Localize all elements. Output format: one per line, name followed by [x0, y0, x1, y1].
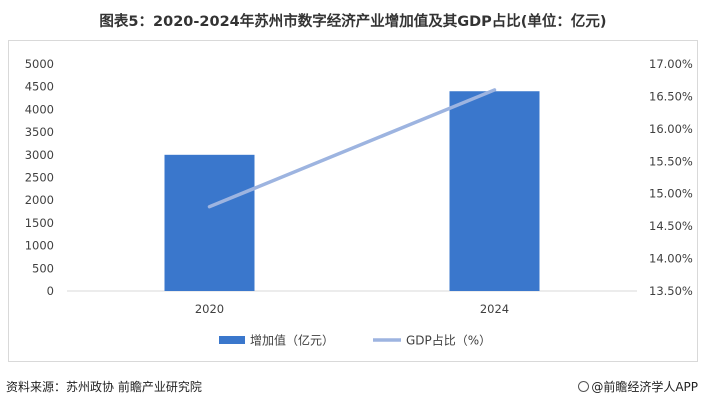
y-right-tick-label: 14.00%	[649, 252, 693, 266]
y-left-tick-label: 1500	[25, 216, 54, 230]
legend: 增加值（亿元） GDP占比（%）	[219, 333, 491, 348]
line-path	[207, 88, 497, 209]
line-series	[207, 88, 497, 209]
y-left-tick-label: 3000	[25, 148, 54, 162]
bar	[164, 154, 255, 291]
y-right-tick-label: 17.00%	[649, 57, 693, 71]
y-left-tick-label: 4500	[25, 80, 54, 94]
y-left-tick-label: 500	[32, 261, 54, 275]
chart-title: 图表5：2020-2024年苏州市数字经济产业增加值及其GDP占比(单位：亿元)	[99, 14, 607, 30]
source-note: 资料来源：苏州政协 前瞻产业研究院	[6, 380, 202, 394]
x-tick-label: 2024	[480, 302, 509, 316]
y-left-tick-label: 4000	[25, 102, 54, 116]
y-axis-left: 0 500 1000 1500 2000 2500 3000 3500 4000 4500 5000	[25, 57, 54, 298]
brand-credit: @前瞻经济学人APP	[578, 378, 698, 395]
y-left-tick-label: 2500	[25, 171, 54, 185]
y-left-tick-label: 5000	[25, 57, 54, 71]
legend-bar-swatch	[219, 336, 245, 344]
y-right-tick-label: 13.50%	[649, 284, 693, 298]
y-right-tick-label: 16.50%	[649, 89, 693, 103]
brand-text: @前瞻经济学人APP	[591, 380, 698, 394]
x-axis: 2020 2024	[195, 302, 509, 316]
y-left-tick-label: 3500	[25, 125, 54, 139]
y-right-tick-label: 15.50%	[649, 154, 693, 168]
y-left-tick-label: 1000	[25, 239, 54, 253]
x-tick-label: 2020	[195, 302, 224, 316]
y-right-tick-label: 15.00%	[649, 187, 693, 201]
y-right-tick-label: 16.00%	[649, 122, 693, 136]
y-left-tick-label: 2000	[25, 193, 54, 207]
chart-frame	[8, 40, 698, 362]
bar-series	[164, 91, 540, 292]
legend-line-label: GDP占比（%）	[406, 333, 491, 348]
y-axis-right: 13.50% 14.00% 14.50% 15.00% 15.50% 16.00% 16.5…	[649, 57, 693, 298]
legend-bar-label: 增加值（亿元）	[250, 333, 334, 348]
y-left-tick-label: 0	[47, 284, 54, 298]
y-right-tick-label: 14.50%	[649, 219, 693, 233]
bar	[449, 91, 540, 292]
brand-logo-icon	[578, 381, 590, 392]
